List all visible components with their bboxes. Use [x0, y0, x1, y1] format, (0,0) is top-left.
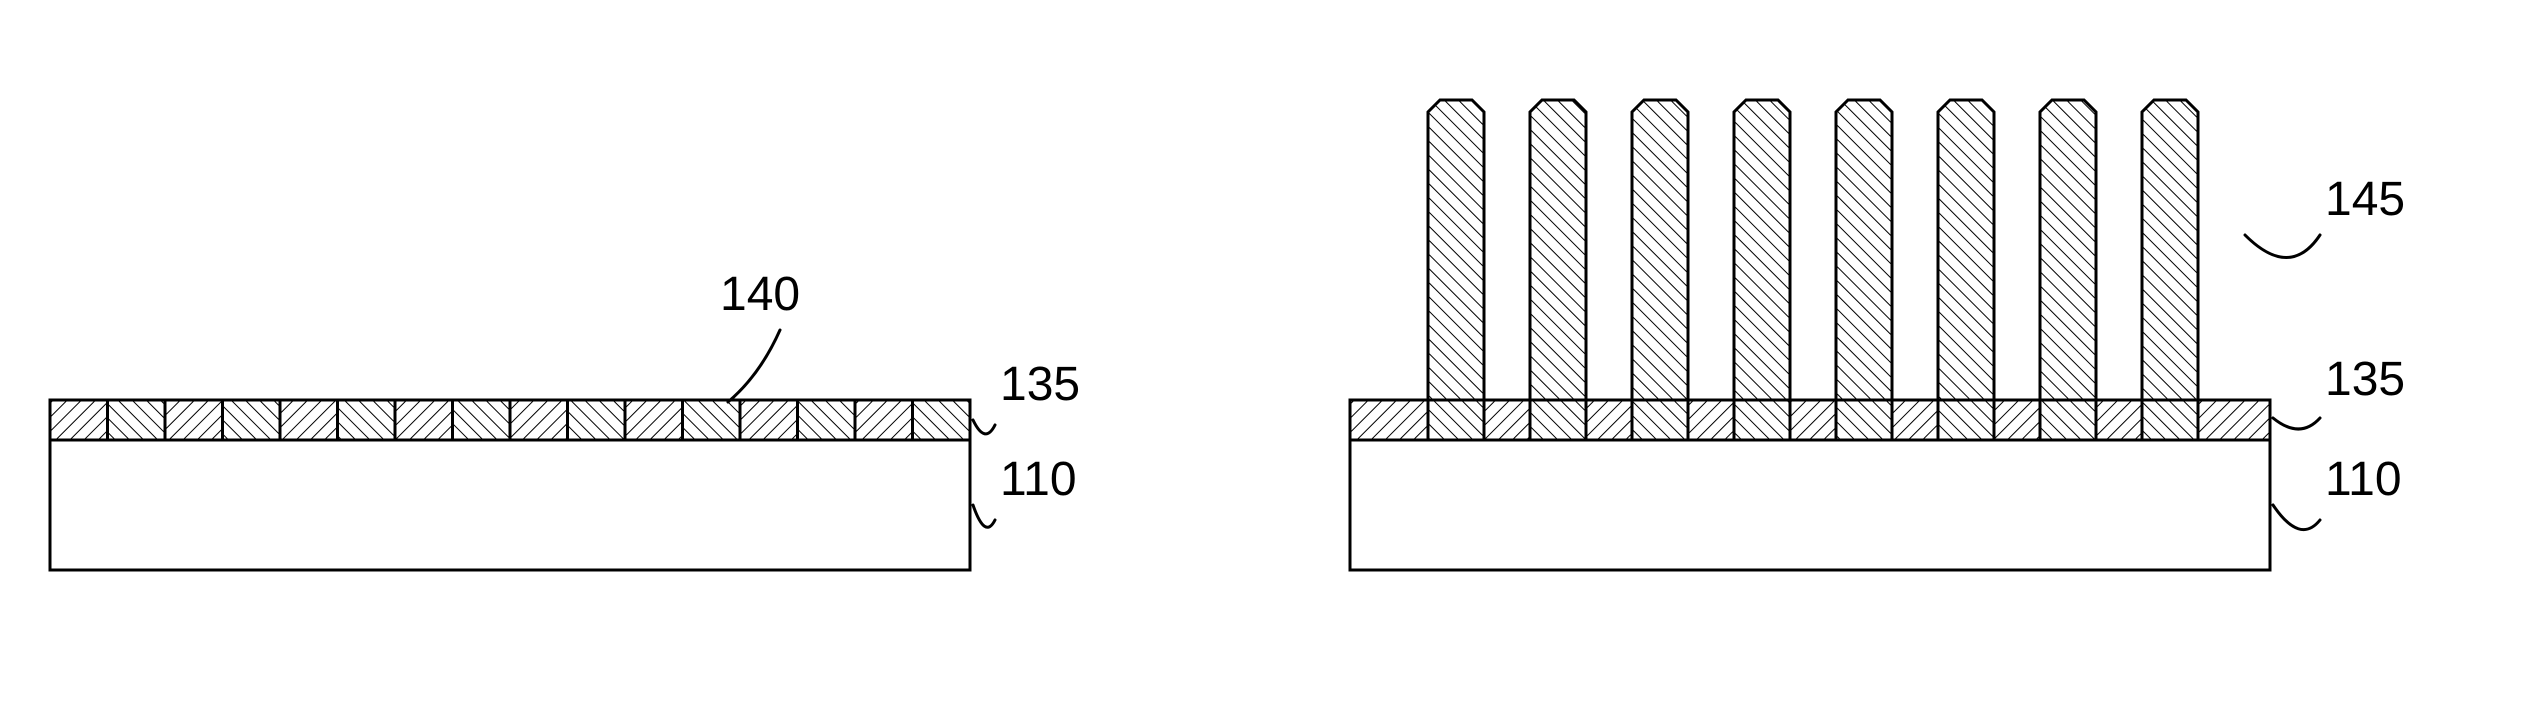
svg-text:135: 135 [1000, 358, 1080, 411]
svg-text:145: 145 [2325, 173, 2405, 226]
svg-text:135: 135 [2325, 353, 2405, 406]
svg-text:110: 110 [2325, 453, 2402, 506]
svg-text:140: 140 [720, 268, 800, 321]
svg-text:110: 110 [1000, 453, 1077, 506]
